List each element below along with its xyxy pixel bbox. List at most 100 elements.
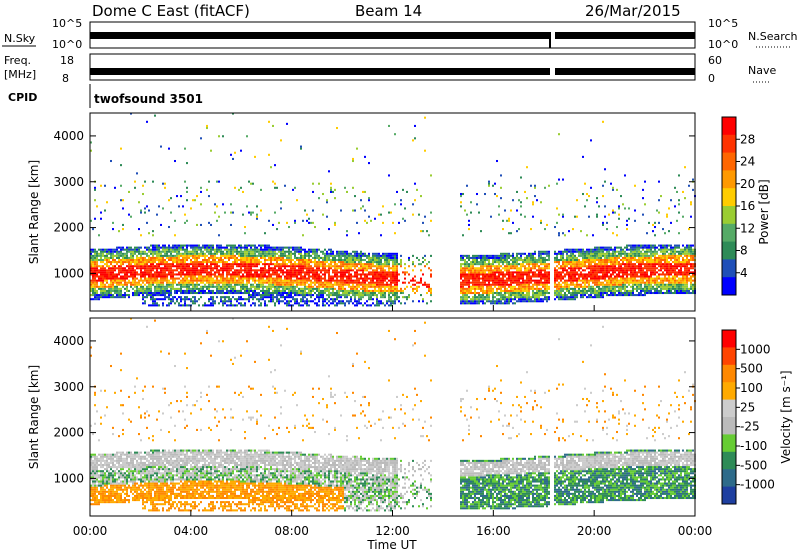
power-cell [464,269,466,272]
power-cell [196,248,198,251]
power-cell [296,277,298,280]
power-cell [250,285,252,288]
power-cell [244,246,246,249]
power-cell [118,287,120,290]
power-cell [352,269,354,272]
power-cell [248,258,250,262]
power-cell [226,265,228,268]
power-cell [534,294,536,297]
power-cell [284,291,286,295]
power-cell [540,298,542,301]
power-cell [186,256,188,259]
power-cell [210,263,212,266]
freq-tick-bottom: 8 [62,72,69,85]
power-cell [430,254,432,257]
power-cell [162,277,164,280]
power-cell [102,281,104,284]
power-cell [256,294,258,297]
power-cell [104,256,106,259]
power-cell [488,289,490,292]
power-cell [370,304,372,307]
power-cell [232,263,234,266]
power-cell [306,287,308,290]
power-cell [186,186,188,189]
power-cell [496,271,498,274]
power-cell [206,265,208,268]
power-cell [560,279,562,282]
power-cell [96,296,98,299]
power-cell [260,246,262,249]
power-cell [362,269,364,272]
power-cell [478,300,480,303]
power-cell [564,287,566,290]
power-cell [146,265,148,268]
power-cell [270,275,272,278]
power-cell [222,246,224,249]
power-cell [524,252,526,255]
power-cell [466,275,468,278]
power-cell [558,178,560,181]
power-cell [138,228,140,231]
power-cell [92,298,94,301]
power-cell [208,285,210,288]
power-cell [540,275,542,278]
power-cell [564,265,566,268]
power-cell [166,269,168,272]
power-cell [344,254,346,257]
power-cell [532,279,534,282]
power-cell [224,285,226,288]
power-cell [350,273,352,276]
power-cell [294,254,296,257]
power-cell [132,275,134,278]
power-cell [160,298,162,301]
power-cell [214,300,216,303]
power-cell [142,281,144,284]
power-cell [142,298,144,301]
power-cell [548,265,550,268]
power-cell [192,287,194,290]
power-cell [200,137,202,140]
power-cell [258,277,260,280]
power-cell [336,291,338,295]
power-cell [208,277,210,280]
power-cell [362,291,364,295]
power-cell [114,287,116,290]
power-cell [198,279,200,282]
power-cell [286,263,288,266]
power-cell [370,285,372,288]
power-cell [122,271,124,274]
power-cell [222,265,224,268]
power-cell [482,269,484,272]
power-cell [288,287,290,290]
power-cell [230,269,232,272]
power-cell [362,285,364,288]
power-cell [392,263,394,266]
power-cell [296,248,298,251]
power-cell [332,261,334,264]
power-cell [520,298,522,301]
power-cell [522,296,524,299]
power-cell [370,294,372,297]
power-cell [308,217,310,220]
power-cell [132,265,134,268]
power-cell [322,192,324,196]
power-cell [286,294,288,297]
power-cell [160,275,162,278]
power-cell [488,261,490,264]
power-cell [298,291,300,295]
power-cell [208,279,210,282]
power-cell [270,166,272,169]
power-cell [304,281,306,284]
power-cell [232,273,234,276]
power-cell [112,277,114,280]
power-cell [188,291,190,295]
power-cell [160,256,162,259]
power-cell [540,271,542,274]
power-cell [472,296,474,299]
power-cell [508,219,510,222]
power-cell [272,258,274,262]
power-cell [474,277,476,280]
power-cell [268,265,270,268]
power-cell [122,296,124,299]
power-cell [388,287,390,290]
